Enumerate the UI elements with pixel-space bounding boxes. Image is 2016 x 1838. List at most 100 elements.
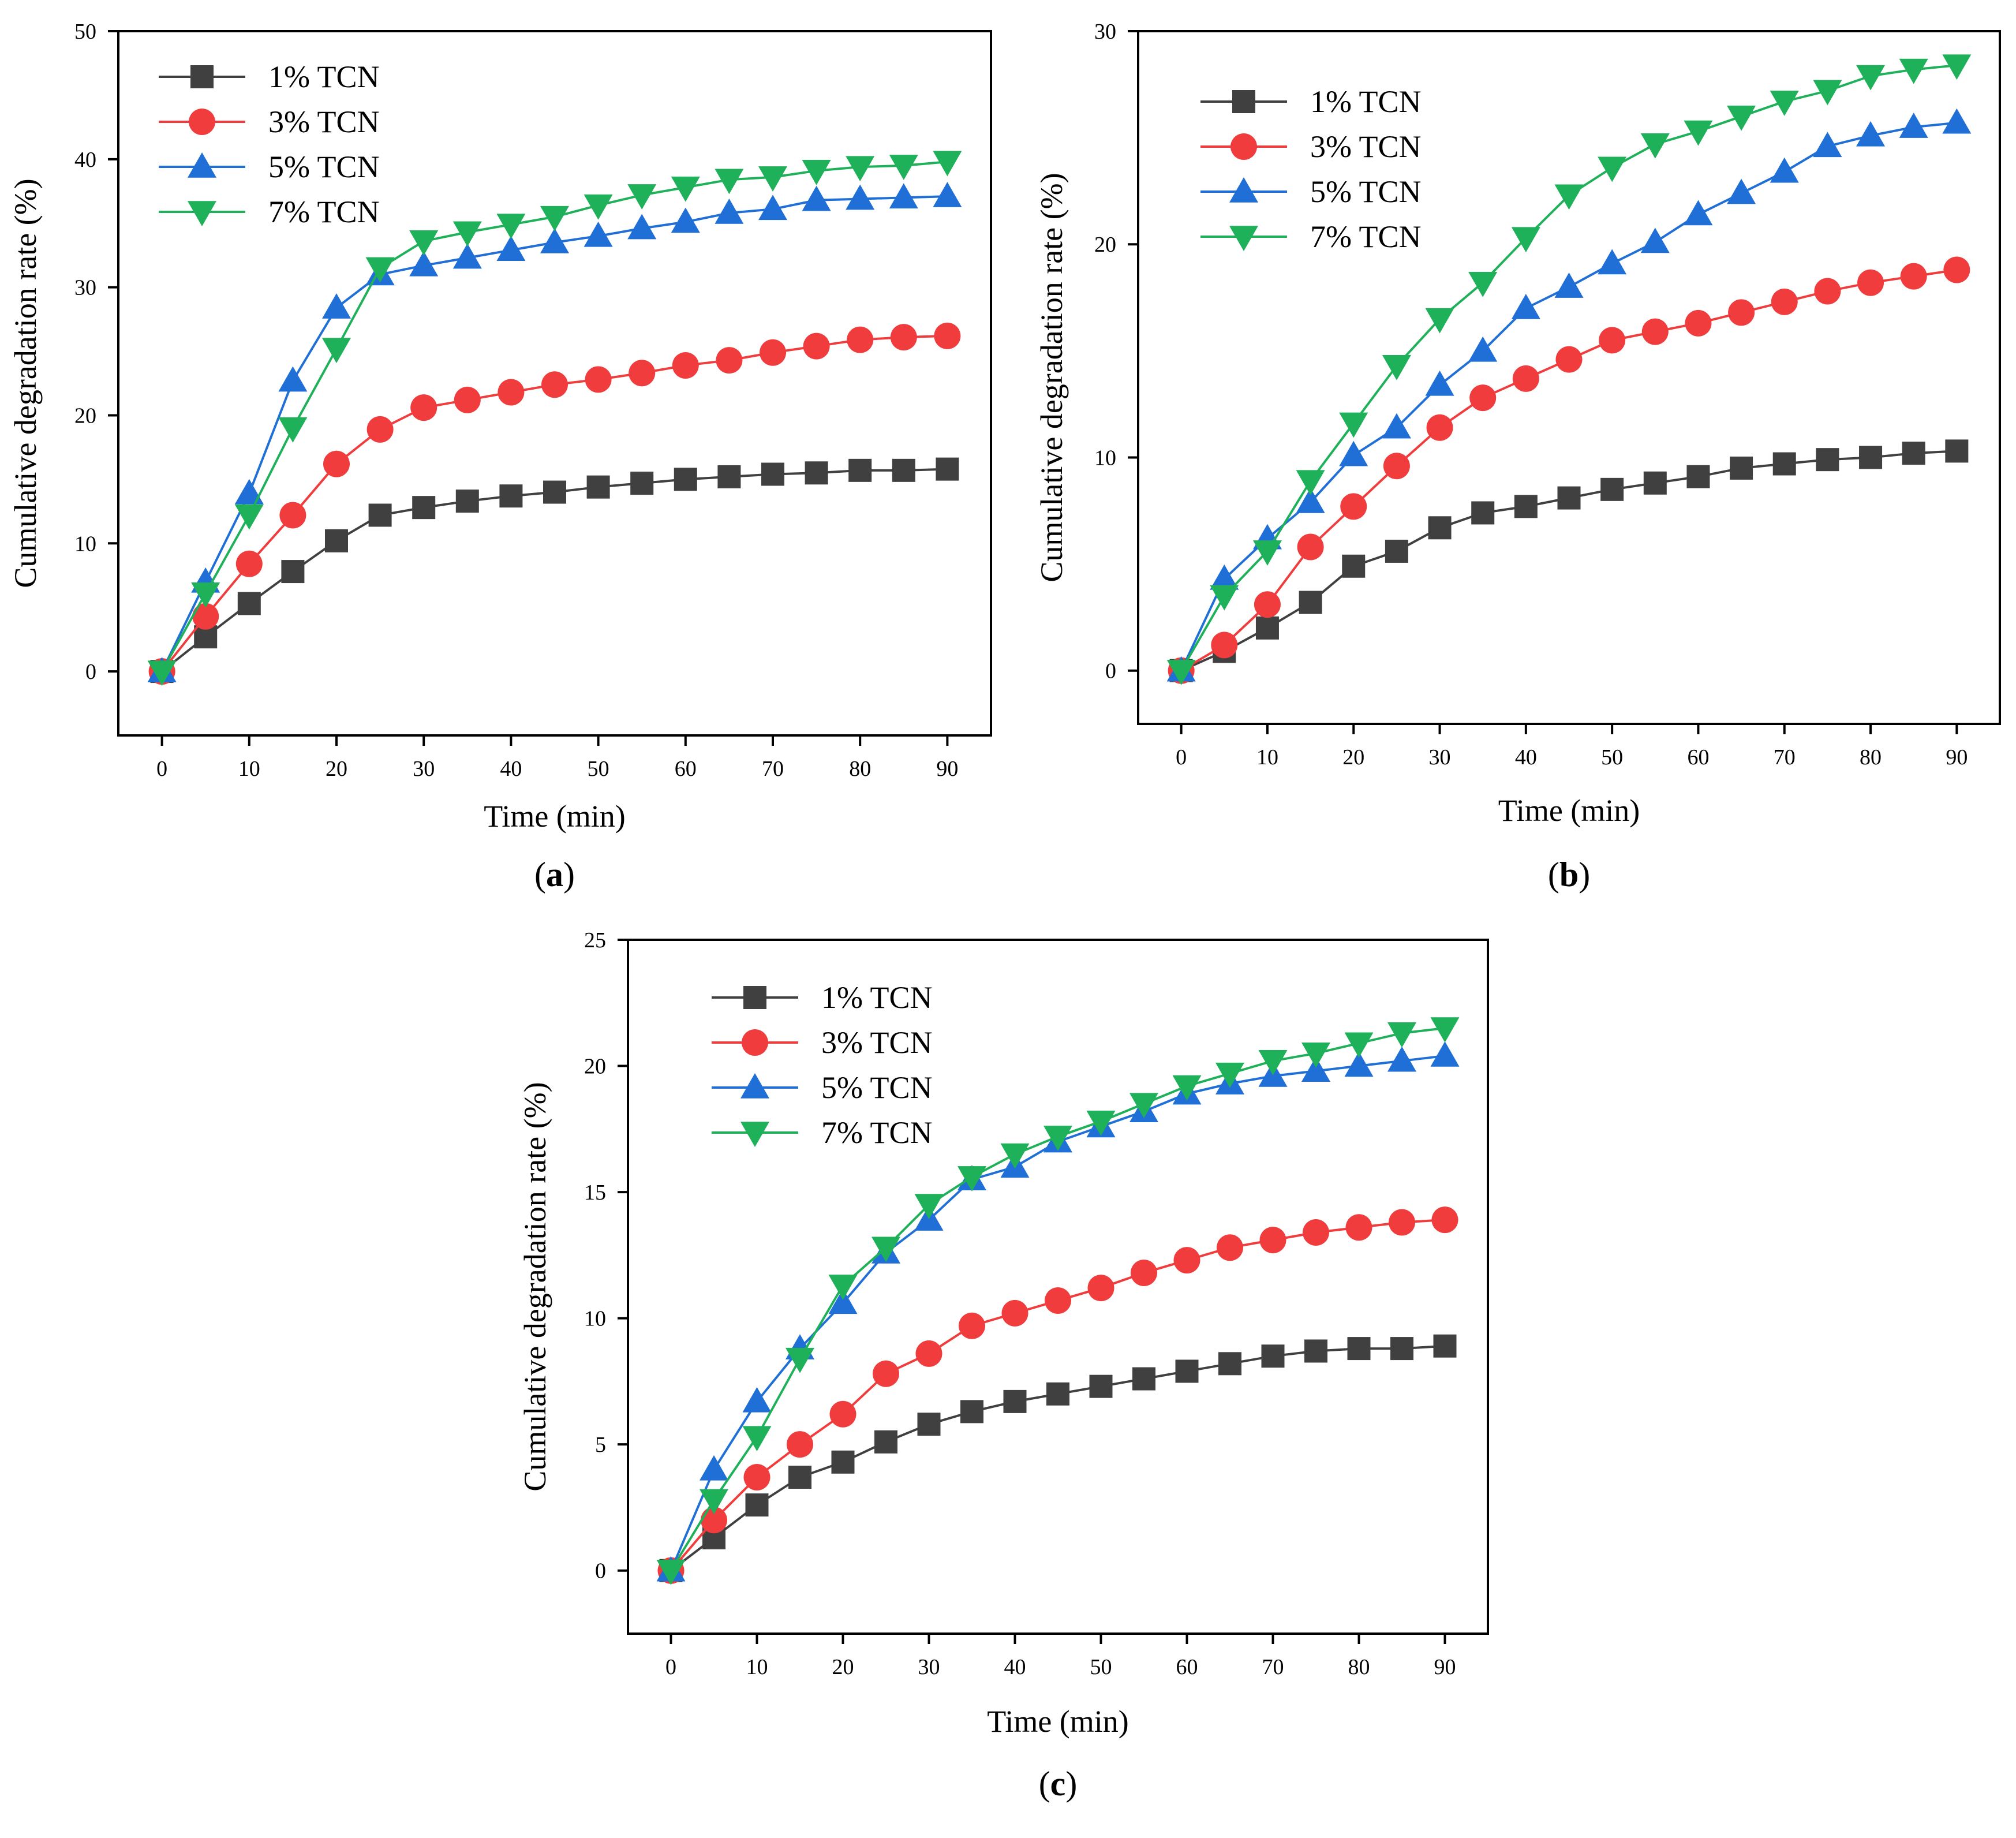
panel-label: (a) — [534, 856, 575, 894]
data-point — [831, 1450, 855, 1474]
legend-label: 7% TCN — [1310, 219, 1422, 254]
data-point — [1899, 58, 1928, 84]
x-axis-title: Time (min) — [1498, 793, 1640, 828]
y-axis-title: Cumulative degradation rate (%) — [8, 178, 43, 588]
data-point — [1001, 1299, 1028, 1327]
series-3-tcn — [1168, 256, 1970, 684]
chart-panel-b: 0 10 20 30 40 50 60 70 80 90 0 10 20 30 Time (min) Cumu… — [1034, 20, 2001, 894]
x-tick-label: 80 — [1348, 1655, 1370, 1679]
data-point — [803, 333, 830, 360]
data-point — [278, 417, 308, 443]
data-point — [627, 214, 657, 240]
data-point — [1303, 1219, 1329, 1246]
legend-label: 5% TCN — [1310, 174, 1422, 209]
series-7-tcn — [656, 1017, 1460, 1585]
data-point — [1382, 354, 1411, 380]
data-point — [1640, 133, 1670, 159]
data-point — [1512, 365, 1539, 392]
data-point — [323, 450, 350, 477]
data-point — [760, 339, 786, 366]
data-point — [758, 166, 787, 192]
data-point — [1345, 1214, 1372, 1241]
data-point — [872, 1236, 900, 1262]
data-point — [829, 1400, 856, 1428]
data-point — [1342, 554, 1366, 578]
data-point — [1813, 132, 1842, 158]
y-tick-label: 20 — [584, 1055, 606, 1079]
data-point — [452, 221, 482, 247]
data-point — [1211, 632, 1238, 659]
data-point — [1045, 1287, 1071, 1314]
data-point — [1046, 1382, 1069, 1406]
data-point — [1339, 412, 1368, 438]
data-point — [761, 462, 784, 486]
data-point — [1511, 227, 1540, 253]
legend-marker — [190, 65, 214, 88]
data-point — [743, 1464, 771, 1491]
data-point — [1770, 91, 1799, 116]
data-point — [1086, 1110, 1116, 1136]
data-point — [805, 461, 828, 485]
x-tick-label: 80 — [1860, 745, 1882, 769]
data-point — [585, 366, 612, 393]
data-point — [1428, 516, 1452, 540]
legend-label: 1% TCN — [268, 59, 380, 94]
data-point — [874, 1430, 897, 1454]
data-point — [496, 236, 526, 261]
data-point — [499, 484, 523, 508]
data-point — [1514, 495, 1538, 518]
data-point — [892, 458, 915, 482]
legend-marker — [1232, 90, 1255, 113]
data-point — [1132, 1367, 1155, 1391]
y-tick-label: 0 — [1105, 659, 1116, 683]
data-point — [1390, 1337, 1413, 1361]
data-point — [1856, 121, 1886, 147]
data-point — [787, 1431, 813, 1458]
y-tick-label: 0 — [595, 1559, 606, 1583]
data-point — [1129, 1093, 1158, 1119]
data-point — [586, 475, 610, 499]
panel-letter: c — [1050, 1765, 1066, 1803]
data-point — [786, 1347, 814, 1373]
data-point — [1598, 156, 1627, 182]
data-point — [629, 360, 656, 387]
data-point — [325, 529, 348, 552]
data-point — [1385, 539, 1408, 563]
x-tick-label: 90 — [936, 757, 958, 781]
data-point — [1600, 477, 1624, 501]
series-5-tcn — [1166, 108, 1972, 682]
data-point — [1259, 1227, 1286, 1254]
data-point — [846, 184, 875, 210]
legend: 1% TCN 3% TCN 5% TCN 7% TCN — [712, 980, 933, 1150]
panel-label: (b) — [1548, 856, 1590, 894]
y-tick-label: 25 — [584, 928, 606, 952]
data-point — [1255, 616, 1279, 640]
data-point — [1511, 294, 1540, 319]
data-point — [1468, 271, 1498, 297]
data-point — [1000, 1143, 1030, 1169]
data-point — [1942, 54, 1972, 80]
data-point — [933, 182, 962, 207]
y-axis-title: Cumulative degradation rate (%) — [1034, 173, 1069, 582]
data-point — [1430, 1041, 1460, 1067]
data-point — [235, 550, 263, 577]
data-point — [454, 386, 481, 413]
y-tick-label: 0 — [85, 660, 96, 684]
y-tick-label: 30 — [1094, 20, 1116, 44]
y-tick-label: 15 — [584, 1180, 606, 1205]
data-point — [1684, 120, 1713, 146]
data-point — [1641, 318, 1669, 345]
data-point — [890, 324, 917, 351]
legend: 1% TCN 3% TCN 5% TCN 7% TCN — [159, 59, 380, 229]
legend-marker — [1230, 133, 1257, 160]
data-point — [1727, 178, 1756, 204]
data-point — [1003, 1389, 1027, 1413]
data-point — [191, 582, 220, 608]
x-tick-label: 30 — [1429, 745, 1451, 769]
data-point — [933, 151, 962, 177]
data-point — [1640, 227, 1670, 253]
data-point — [1297, 533, 1324, 561]
legend-marker — [742, 1029, 768, 1056]
x-tick-label: 80 — [849, 757, 871, 781]
x-tick-label: 40 — [500, 757, 522, 781]
